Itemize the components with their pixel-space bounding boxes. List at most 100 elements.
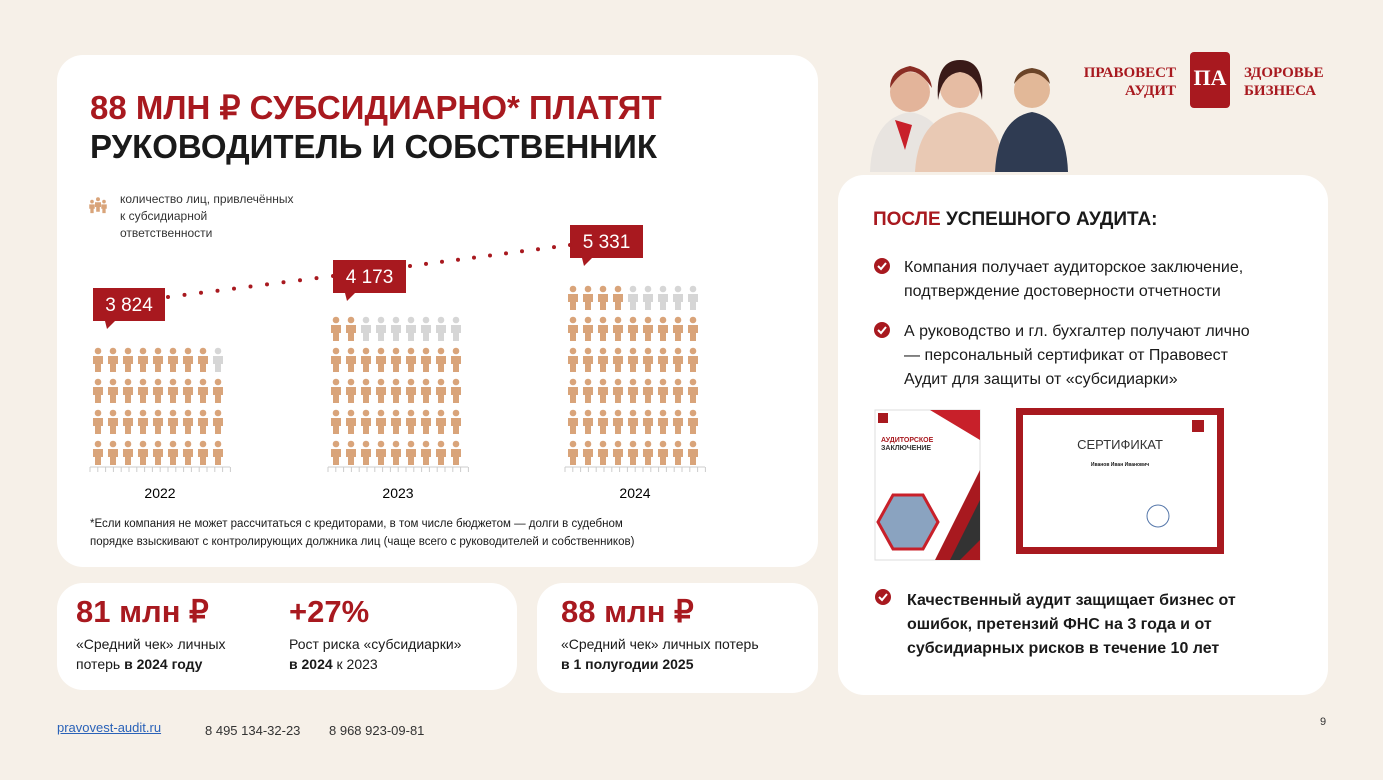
icon-body (213, 356, 223, 372)
person-icon (376, 378, 386, 403)
person-icon (331, 440, 341, 465)
icon-head (347, 440, 355, 448)
person-icon (613, 440, 623, 465)
person-icon (688, 378, 698, 403)
icon-body (391, 418, 401, 434)
icon-body (123, 387, 133, 403)
icon-head (569, 347, 577, 355)
icon-head (674, 316, 682, 324)
trend-dot (182, 292, 187, 297)
person-icon (628, 316, 638, 341)
icon-body (688, 418, 698, 434)
icon-body (361, 418, 371, 434)
stat-text: потерь (76, 656, 121, 672)
icon-body (421, 449, 431, 465)
icon-body (421, 418, 431, 434)
site-link[interactable]: pravovest-audit.ru (57, 720, 162, 735)
person-icon (436, 440, 446, 465)
person-icon (643, 347, 653, 372)
footnote-line: *Если компания не может рассчитаться с к… (90, 518, 623, 530)
icon-head (184, 440, 192, 448)
person-icon (406, 378, 416, 403)
bullet-line: А руководство и гл. бухгалтер получают л… (904, 323, 1250, 340)
icon-body (643, 387, 653, 403)
icon-head (569, 409, 577, 417)
value-label: 3 824 (105, 295, 153, 316)
person-icon (421, 409, 431, 434)
trend-dot (520, 249, 524, 254)
icon-head (569, 316, 577, 324)
person-icon (138, 440, 148, 465)
person-icon (436, 409, 446, 434)
icon-body (583, 449, 593, 465)
icon-head (139, 378, 147, 386)
person-icon (93, 440, 103, 465)
person-icon (643, 440, 653, 465)
icon-body (198, 356, 208, 372)
chart-card (57, 55, 818, 567)
icon-body (346, 325, 356, 341)
trend-dot (314, 276, 319, 281)
certificate-name: Иванов Иван Иванович (1090, 462, 1150, 468)
person-icon (421, 347, 431, 372)
value-callout (570, 225, 643, 266)
icon-body (583, 325, 593, 341)
bullet-line: подтверждение достоверности отчетности (904, 283, 1221, 300)
icon-body (613, 356, 623, 372)
report-text: ЗАКЛЮЧЕНИЕ (881, 445, 932, 452)
icon-body (331, 325, 341, 341)
bullet-icon (875, 589, 891, 605)
icon-head (659, 316, 667, 324)
icon-body (598, 325, 608, 341)
icon-body (123, 449, 133, 465)
icon-body (628, 387, 638, 403)
icon-head (689, 409, 697, 417)
icon-body (628, 418, 638, 434)
certificate-image (1016, 408, 1224, 554)
icon-body (628, 449, 638, 465)
person-icon (391, 409, 401, 434)
phone: 8 495 134-32-23 (205, 723, 301, 738)
person-icon (451, 409, 461, 434)
icon-head (644, 440, 652, 448)
stat-value: +27% (289, 594, 370, 629)
icon-head (674, 378, 682, 386)
icon-body (628, 356, 638, 372)
person-icon (198, 409, 208, 434)
person-icon (583, 347, 593, 372)
trend-dot (281, 280, 286, 285)
icon-head (644, 316, 652, 324)
trend-dot (265, 282, 269, 287)
trend-dot (232, 286, 236, 291)
stat-value: 81 млн ₽ (76, 594, 209, 629)
icon-body (183, 418, 193, 434)
icon-head (347, 409, 355, 417)
logo-text: ЗДОРОВЬЕ (1244, 65, 1324, 81)
icon-body (376, 387, 386, 403)
icon-body (673, 356, 683, 372)
trend-dot (298, 278, 302, 283)
icon-head (184, 378, 192, 386)
person-icon (436, 347, 446, 372)
bullet-text: А руководство и гл. бухгалтер получают л… (904, 320, 1250, 392)
trend-dot (248, 284, 253, 289)
icon-head (214, 440, 222, 448)
icon-head (139, 347, 147, 355)
icon-head (407, 378, 415, 386)
person-icon (376, 409, 386, 434)
person-icon (673, 409, 683, 434)
person-icon (406, 316, 416, 341)
audit-title: ПОСЛЕ УСПЕШНОГО АУДИТА: (873, 209, 1158, 231)
icon-body (436, 325, 446, 341)
icon-body (89, 204, 95, 214)
icon-head (659, 285, 667, 293)
icon-body (673, 294, 683, 310)
logo-mark-bg (1190, 52, 1230, 108)
year-label: 2022 (144, 485, 175, 501)
icon-head (184, 409, 192, 417)
person-icon (628, 409, 638, 434)
stat: +27% Рост риска «субсидиарки» в 2024 к 20… (289, 594, 461, 674)
icon-head (109, 347, 117, 355)
icon-head (584, 440, 592, 448)
icon-body (568, 387, 578, 403)
